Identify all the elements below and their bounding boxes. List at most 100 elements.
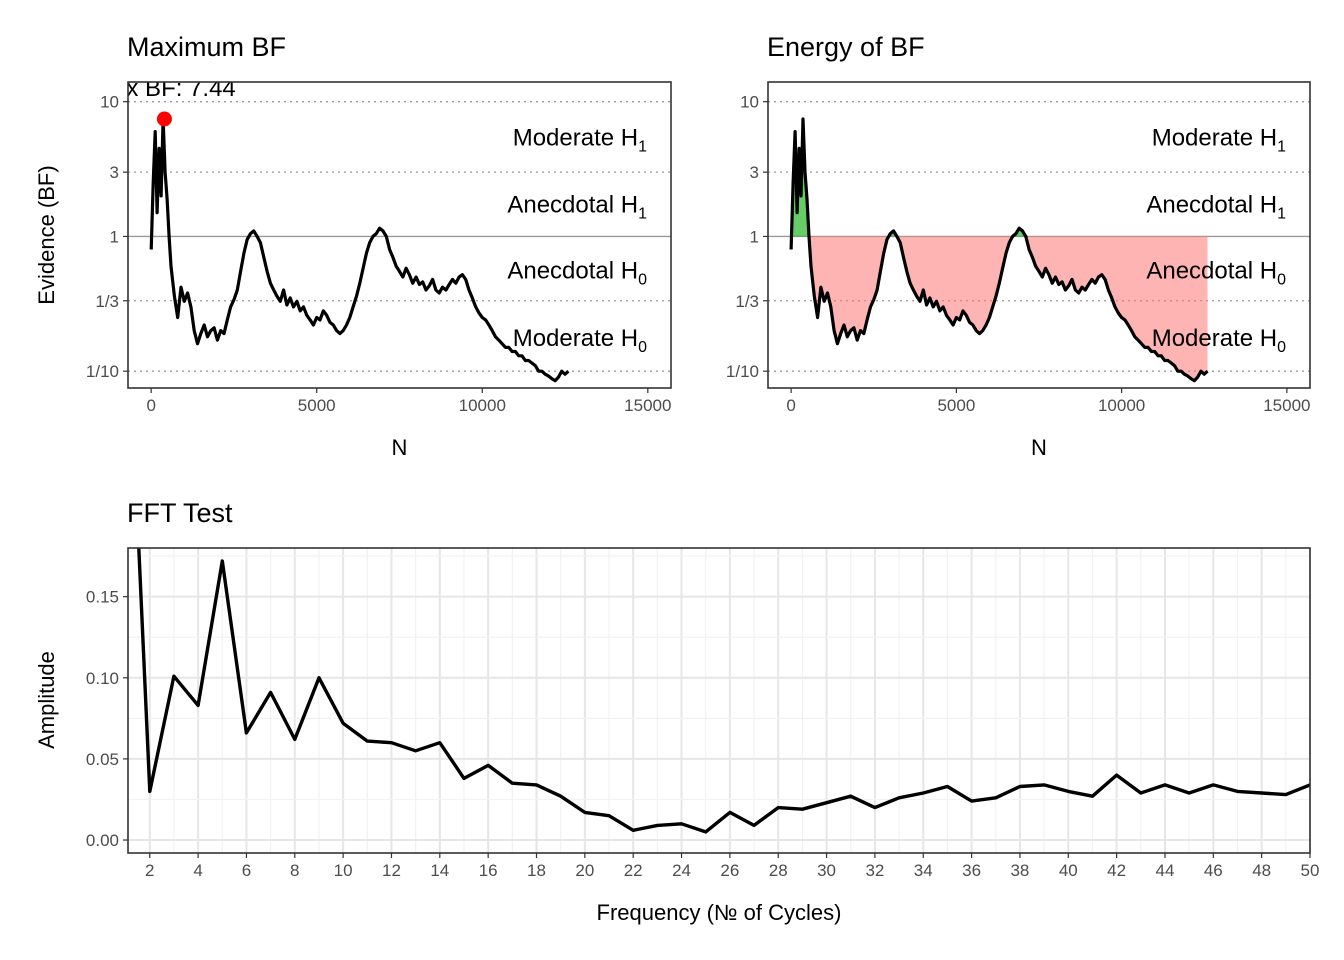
zone-label: Anecdotal H1: [507, 192, 647, 223]
zone-label-subscript: 1: [1277, 139, 1286, 156]
plot-border: [127, 547, 1311, 854]
zone-label-subscript: 0: [638, 271, 647, 288]
zone-label: Moderate H1: [1152, 125, 1286, 156]
x-tick-label: 38: [1010, 861, 1029, 880]
x-tick-label: 5000: [937, 396, 975, 415]
zone-label-text: Moderate H: [1152, 325, 1277, 352]
bf-line: [789, 117, 1209, 383]
zone-label-text: Anecdotal H: [507, 257, 638, 284]
x-tick-label: 42: [1107, 861, 1126, 880]
series-amplitude: [137, 548, 1310, 834]
zone-label-subscript: 0: [638, 339, 647, 356]
zone-label-text: Anecdotal H: [1146, 192, 1277, 219]
x-tick-label: 5000: [298, 396, 336, 415]
y-tick-label: 0.15: [86, 588, 119, 607]
x-axis-label: Frequency (№ of Cycles): [597, 900, 842, 925]
max-bf-label: Max BF: 7.44: [93, 75, 236, 102]
x-axis-label: N: [1031, 435, 1047, 460]
y-tick-label: 10: [740, 93, 759, 112]
x-tick-label: 14: [430, 861, 449, 880]
x-tick-label: 15000: [1263, 396, 1310, 415]
y-tick-label: 1: [110, 227, 119, 246]
y-axis-label: Amplitude: [34, 651, 59, 749]
zone-label-subscript: 0: [1277, 339, 1286, 356]
zone-label-subscript: 1: [638, 139, 647, 156]
y-tick-label: 1/3: [95, 292, 119, 311]
x-tick-label: 2: [145, 861, 154, 880]
max-bf-annotation: Max BF: 7.44: [93, 75, 236, 127]
x-tick-label: 40: [1059, 861, 1078, 880]
zone-label-subscript: 1: [638, 206, 647, 223]
plot-border: [127, 81, 672, 389]
x-tick-label: 6: [242, 861, 251, 880]
x-tick-label: 10: [334, 861, 353, 880]
x-tick-label: 4: [193, 861, 202, 880]
y-tick-label: 1/10: [86, 362, 119, 381]
x-tick-label: 48: [1252, 861, 1271, 880]
y-tick-label: 1/10: [726, 362, 759, 381]
y-tick-label: 3: [750, 163, 759, 182]
amplitude-line: [137, 548, 1310, 834]
x-tick-label: 36: [962, 861, 981, 880]
x-tick-label: 0: [146, 396, 155, 415]
x-tick-label: 34: [914, 861, 933, 880]
x-tick-label: 0: [786, 396, 795, 415]
panel-title: Energy of BF: [767, 32, 925, 62]
bf-line: [149, 117, 570, 383]
x-tick-label: 46: [1204, 861, 1223, 880]
y-tick-label: 0.00: [86, 831, 119, 850]
y-tick-label: 10: [100, 93, 119, 112]
x-tick-label: 10000: [1098, 396, 1145, 415]
energy-fill: [791, 119, 1208, 381]
max-bf-point: [156, 111, 172, 127]
zone-label: Moderate H0: [1152, 325, 1286, 356]
zone-label-text: Moderate H: [513, 125, 638, 152]
y-tick-label: 3: [110, 163, 119, 182]
panel-title: Maximum BF: [127, 32, 286, 62]
x-tick-label: 28: [769, 861, 788, 880]
zone-label: Anecdotal H1: [1146, 192, 1286, 223]
y-tick-label: 1/3: [735, 292, 759, 311]
panel-fft-test: FFT Test 2 4 6 8 10 12 14 16 18 20 22 24 26 28 30 32 34 3…: [34, 498, 1320, 925]
x-tick-label: 12: [382, 861, 401, 880]
zone-label-text: Anecdotal H: [507, 192, 638, 219]
x-tick-label: 30: [817, 861, 836, 880]
gridlines: [128, 548, 1311, 853]
x-tick-label: 44: [1156, 861, 1175, 880]
series-bf: [789, 117, 1209, 383]
gridlines: [128, 101, 671, 372]
x-tick-label: 24: [672, 861, 691, 880]
zone-label: Anecdotal H0: [507, 257, 647, 288]
evidence-h1-area: [791, 119, 1208, 237]
series-bf: [149, 117, 570, 383]
y-tick-label: 0.10: [86, 669, 119, 688]
zone-label-text: Anecdotal H: [1146, 257, 1277, 284]
x-tick-label: 22: [624, 861, 643, 880]
x-tick-label: 15000: [624, 396, 671, 415]
y-axis-label: Evidence (BF): [34, 165, 59, 304]
evidence-h0-area: [791, 236, 1208, 381]
x-tick-label: 26: [720, 861, 739, 880]
y-tick-label: 1: [750, 227, 759, 246]
zone-label: Moderate H1: [513, 125, 647, 156]
zone-label-subscript: 0: [1277, 271, 1286, 288]
zone-label: Moderate H0: [513, 325, 647, 356]
x-axis-label: N: [392, 435, 408, 460]
axes: 2 4 6 8 10 12 14 16 18 20 22 24 26 28 30 32 34 36 38 40 42 44…: [86, 588, 1320, 880]
panel-title: FFT Test: [127, 498, 233, 528]
plot-border: [767, 81, 1311, 389]
x-tick-label: 18: [527, 861, 546, 880]
zone-label-text: Moderate H: [513, 325, 638, 352]
zone-label-subscript: 1: [1277, 206, 1286, 223]
x-tick-label: 10000: [459, 396, 506, 415]
zone-label-text: Moderate H: [1152, 125, 1277, 152]
y-tick-label: 0.05: [86, 750, 119, 769]
x-tick-label: 8: [290, 861, 299, 880]
